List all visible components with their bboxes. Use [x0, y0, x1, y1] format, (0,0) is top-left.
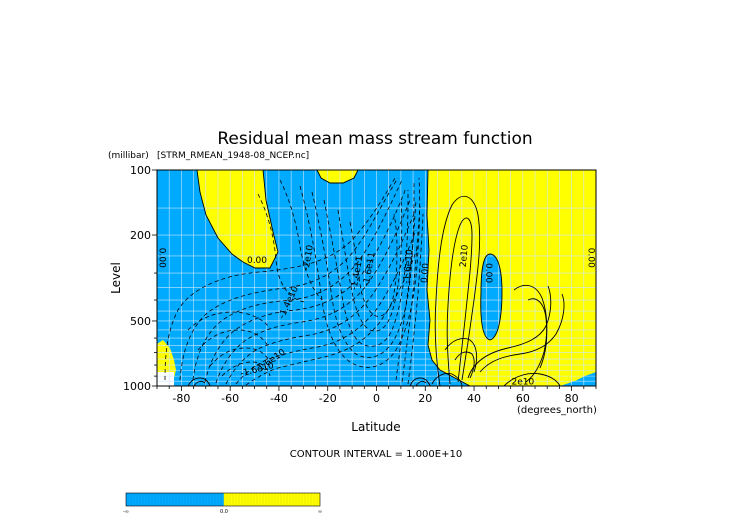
contour-neg-8 — [245, 245, 419, 386]
y-tick-label: 1000 — [123, 380, 151, 393]
x-tick-label: 20 — [418, 392, 432, 405]
contour-neg-4 — [204, 187, 407, 383]
contour-label: 2e10 — [459, 244, 471, 268]
contour-neg-13 — [349, 213, 398, 317]
contour-neg-6 — [225, 213, 415, 385]
positive-region-east — [427, 170, 596, 386]
contour-neg-16 — [187, 311, 271, 331]
x-axis: -80 -60 -40 -20 0 20 40 60 80 — [156, 386, 597, 405]
colorbar-label-max: ∞ — [318, 509, 322, 515]
contour-pos-13 — [409, 377, 431, 386]
contour-pos-3 — [467, 285, 552, 379]
x-axis-title: Latitude — [351, 420, 400, 434]
contour-zero-west — [196, 170, 279, 269]
contour-zero-top — [316, 170, 359, 184]
contour-pos-4 — [479, 293, 565, 373]
contour-label: -1.6e10 — [402, 249, 415, 285]
positive-region-top-center — [317, 170, 358, 183]
y-units-label: (millibar) — [108, 151, 149, 161]
contour-zero-east — [426, 170, 471, 386]
contour-label: 2e10 — [511, 378, 534, 388]
contour-pos-2 — [446, 217, 473, 385]
contour-interval-text: CONTOUR INTERVAL = 1.000E+10 — [290, 449, 462, 460]
colorbar-frame — [125, 492, 321, 507]
x-tick-label: -60 — [221, 392, 239, 405]
colorbar-label-min: -∞ — [123, 509, 129, 515]
zero-contours — [196, 170, 503, 386]
x-tick-label: -20 — [319, 392, 337, 405]
colorbar: -∞ 0.0 ∞ — [123, 492, 322, 515]
contour-neg-15 — [279, 179, 323, 301]
x-units-label: (degrees_north) — [517, 405, 597, 416]
negative-contours — [164, 177, 424, 386]
missing-data-patch — [157, 372, 174, 386]
x-tick-label: 0 — [373, 392, 380, 405]
x-tick-label: 40 — [467, 392, 481, 405]
contour-label: 0.00 — [156, 248, 166, 268]
y-tick-label: 200 — [130, 229, 151, 242]
y-tick-label: 500 — [130, 315, 151, 328]
contour-pos-12 — [193, 380, 206, 386]
contour-pos-11 — [187, 377, 211, 386]
contour-neg-18 — [209, 347, 271, 367]
contour-neg-19 — [221, 361, 271, 377]
contour-neg-12 — [337, 199, 403, 332]
contour-label: 0.00 — [420, 262, 432, 283]
contour-pos-5 — [503, 373, 561, 386]
positive-contours — [187, 195, 565, 386]
contour-pos-7 — [527, 298, 548, 369]
contour-neg-9 — [299, 177, 421, 368]
contour-neg-7 — [235, 229, 417, 385]
x-tick-label: -40 — [270, 392, 288, 405]
y-axis-title: Level — [109, 262, 123, 294]
x-tick-label: 80 — [565, 392, 579, 405]
x-tick-label: -80 — [172, 392, 190, 405]
contour-label: 0.00 — [586, 248, 596, 268]
contour-neg-17 — [197, 329, 269, 351]
x-tick-label: 60 — [516, 392, 530, 405]
contour-label: -2e10 — [302, 244, 316, 272]
colorbar-label-zero: 0.0 — [220, 509, 228, 515]
contour-label: 0.00 — [483, 263, 493, 283]
contour-neg-1 — [164, 177, 396, 381]
contour-neg-20 — [395, 199, 417, 381]
chart-title: Residual mean mass stream function — [217, 129, 532, 149]
contour-neg-10 — [311, 181, 415, 358]
contour-pos-1 — [434, 195, 481, 386]
contour-neg-11 — [323, 189, 409, 347]
y-tick-label: 100 — [130, 164, 151, 177]
chart-subtitle: [STRM_RMEAN_1948-08_NCEP.nc] — [157, 151, 309, 161]
y-axis: 100 200 500 1000 — [123, 164, 157, 393]
contour-pos-14 — [415, 380, 427, 386]
contour-neg-3 — [192, 179, 403, 381]
contour-label: 0.00 — [247, 256, 267, 266]
positive-region-west-upper — [197, 170, 278, 268]
colorbar-ticks — [127, 493, 318, 506]
contour-lines — [164, 170, 565, 386]
contour-zero-cell — [480, 253, 503, 341]
contour-pos-8 — [444, 338, 478, 373]
contour-neg-2 — [179, 177, 399, 381]
contour-pos-9 — [454, 351, 475, 379]
contour-pos-10 — [431, 373, 463, 386]
colorbar-negative — [126, 493, 224, 506]
